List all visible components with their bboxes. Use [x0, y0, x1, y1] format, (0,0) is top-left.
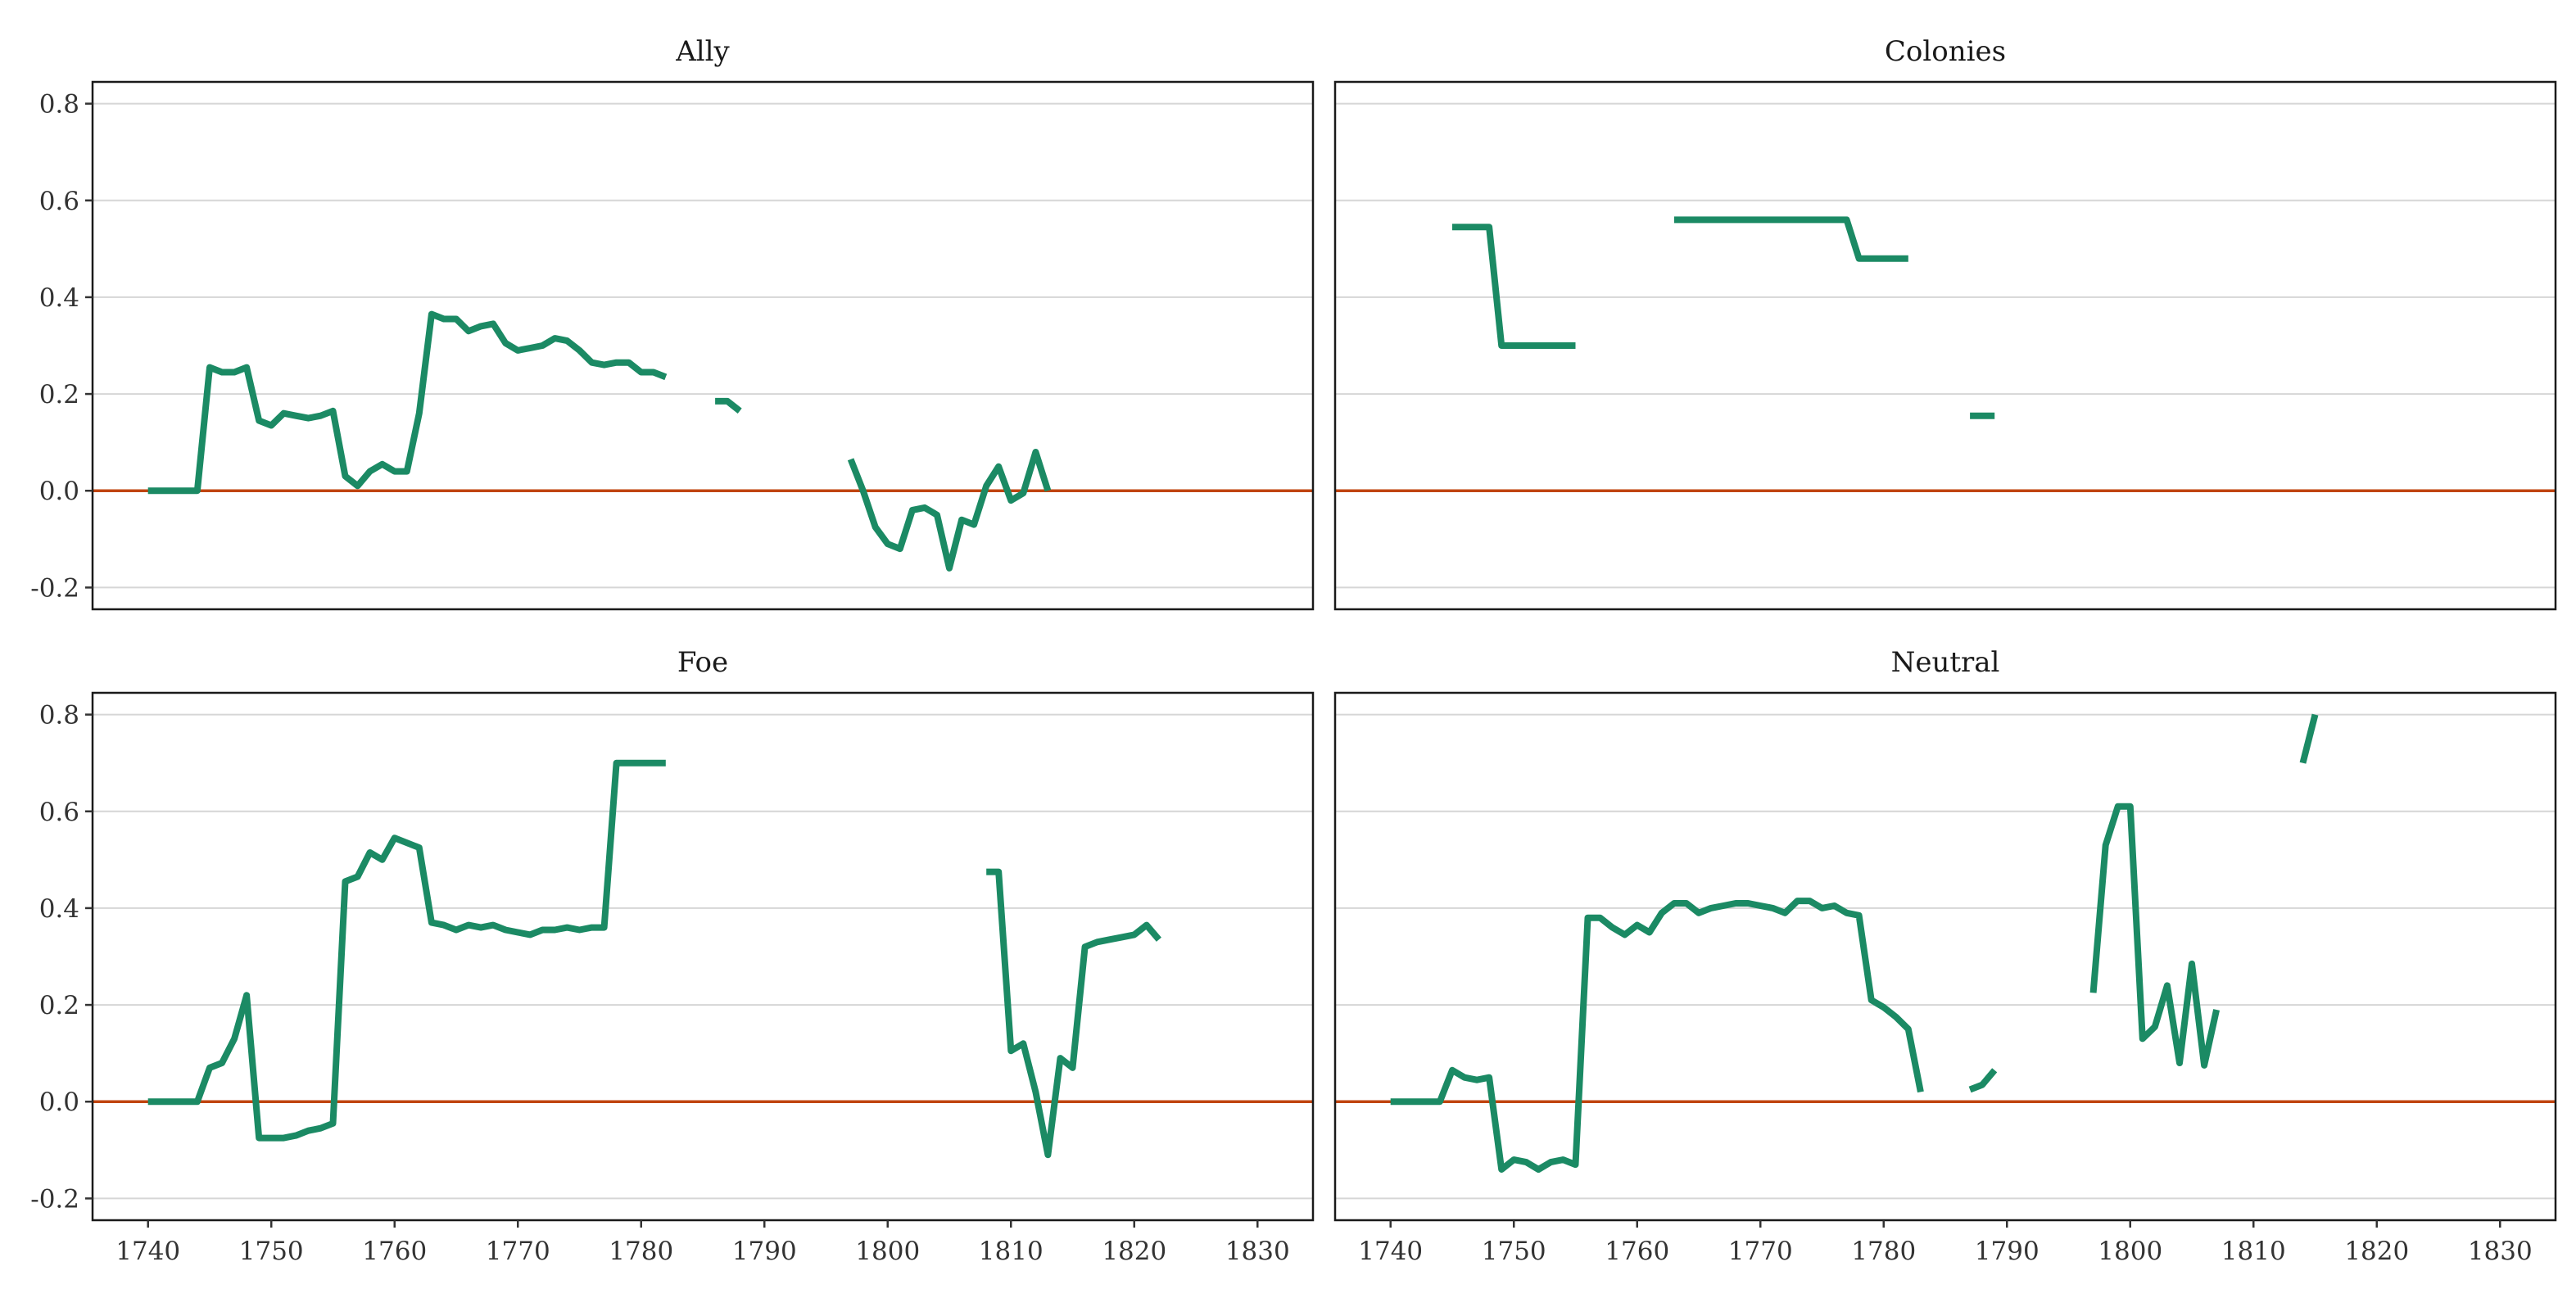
series-line-segment [147, 310, 668, 495]
panel-colonies: Colonies [1333, 35, 2557, 611]
panel-frame [1333, 80, 2557, 611]
panel-frame [91, 80, 1315, 611]
x-tick-label: 1740 [1358, 1237, 1423, 1266]
panel-frame [1333, 691, 2557, 1222]
series-line-segment [1390, 898, 1924, 1173]
x-tick-label: 1790 [1975, 1237, 2040, 1266]
series-line-segment [2299, 713, 2319, 764]
y-tick-label: 0.4 [39, 894, 79, 924]
panel-frame [91, 691, 1315, 1222]
panel-ally: Ally -0.2 0.0 0.2 0.4 0.6 0.8 [30, 35, 1315, 611]
panel-title: Ally [675, 35, 730, 68]
panels-group: Ally -0.2 0.0 0.2 0.4 0.6 0.8 Colonies Foe -0.2 0.… [30, 35, 2557, 1266]
x-tick-label: 1820 [1102, 1237, 1166, 1266]
x-tick-label: 1800 [855, 1237, 920, 1266]
series-line-segment [1673, 216, 1908, 262]
y-tick-label: 0.2 [39, 380, 79, 409]
y-tick-label: 0.6 [39, 798, 79, 827]
y-tick-label: 0.6 [39, 187, 79, 216]
y-tick-label: -0.2 [30, 573, 79, 603]
y-tick-label: 0.0 [39, 1088, 79, 1117]
x-tick-label: 1770 [486, 1237, 550, 1266]
panel-title: Colonies [1885, 35, 2006, 68]
panel-title: Neutral [1891, 646, 2000, 679]
y-tick-label: 0.4 [39, 283, 79, 313]
series-line-segment [986, 868, 1161, 1159]
x-tick-label: 1820 [2344, 1237, 2409, 1266]
y-tick-label: 0.8 [39, 90, 79, 120]
x-tick-label: 1740 [115, 1237, 180, 1266]
x-tick-label: 1810 [979, 1237, 1044, 1266]
y-tick-label: -0.2 [30, 1184, 79, 1214]
series-line-segment [2089, 803, 2221, 1069]
series-line-segment [147, 759, 666, 1142]
x-tick-label: 1790 [732, 1237, 797, 1266]
x-tick-label: 1760 [1605, 1237, 1669, 1266]
x-tick-label: 1780 [609, 1237, 673, 1266]
x-tick-label: 1750 [1482, 1237, 1546, 1266]
series-line-segment [1968, 1068, 1998, 1093]
x-tick-label: 1830 [1225, 1237, 1290, 1266]
x-tick-label: 1770 [1728, 1237, 1793, 1266]
x-tick-label: 1780 [1851, 1237, 1916, 1266]
series-line-segment [715, 397, 742, 414]
series-line-segment [847, 449, 1052, 572]
x-tick-label: 1800 [2098, 1237, 2162, 1266]
panel-neutral: Neutral 1740 1750 1760 1770 1780 1790 1800 1810 1… [1333, 646, 2557, 1266]
y-tick-label: 0.0 [39, 477, 79, 506]
panel-title: Foe [677, 646, 728, 679]
y-tick-label: 0.8 [39, 701, 79, 730]
panel-foe: Foe -0.2 0.0 0.2 0.4 0.6 0.8 1740 1750 1760 1770 17… [30, 646, 1315, 1266]
x-tick-label: 1750 [239, 1237, 304, 1266]
series-line-segment [1452, 224, 1576, 349]
x-tick-label: 1830 [2468, 1237, 2533, 1266]
x-tick-label: 1810 [2221, 1237, 2286, 1266]
x-tick-label: 1760 [362, 1237, 427, 1266]
y-tick-label: 0.2 [39, 991, 79, 1020]
